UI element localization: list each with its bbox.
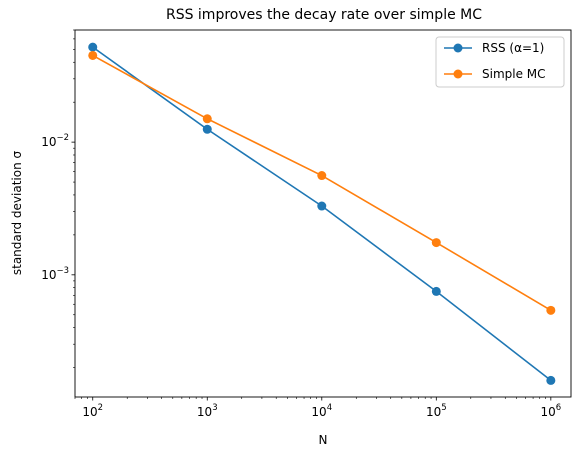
x-tick-label: 102 bbox=[82, 403, 103, 419]
y-tick-label: 10−3 bbox=[41, 266, 69, 282]
legend-marker-rss bbox=[453, 43, 463, 53]
series-0-point bbox=[546, 375, 556, 385]
axis-ticks: 102 103 104 105 106 10−2 10−3 bbox=[41, 29, 561, 419]
y-tick-label: 10−2 bbox=[41, 133, 69, 149]
x-tick-label: 105 bbox=[426, 403, 447, 419]
y-axis-label: standard deviation σ bbox=[10, 150, 24, 275]
x-tick-label: 106 bbox=[540, 403, 561, 419]
x-tick-label: 103 bbox=[197, 403, 218, 419]
series-0-point bbox=[202, 124, 212, 134]
series-0-point bbox=[431, 286, 441, 296]
series-0-point bbox=[317, 201, 327, 211]
plot-frame bbox=[74, 29, 572, 398]
chart-title: RSS improves the decay rate over simple … bbox=[166, 7, 482, 23]
series-1-point bbox=[546, 305, 556, 315]
series-1-point bbox=[431, 238, 441, 248]
series-1-point bbox=[317, 171, 327, 181]
series-1-point bbox=[202, 114, 212, 124]
legend: RSS (α=1) Simple MC bbox=[435, 36, 565, 88]
series-1-point bbox=[88, 50, 98, 60]
x-axis-label: N bbox=[319, 433, 328, 447]
series-0-point bbox=[88, 42, 98, 52]
legend-marker-simple-mc bbox=[453, 69, 463, 79]
legend-label-rss: RSS (α=1) bbox=[482, 41, 544, 55]
plot-marks bbox=[88, 42, 556, 385]
legend-label-simple-mc: Simple MC bbox=[482, 67, 546, 81]
x-tick-label: 104 bbox=[311, 403, 332, 419]
